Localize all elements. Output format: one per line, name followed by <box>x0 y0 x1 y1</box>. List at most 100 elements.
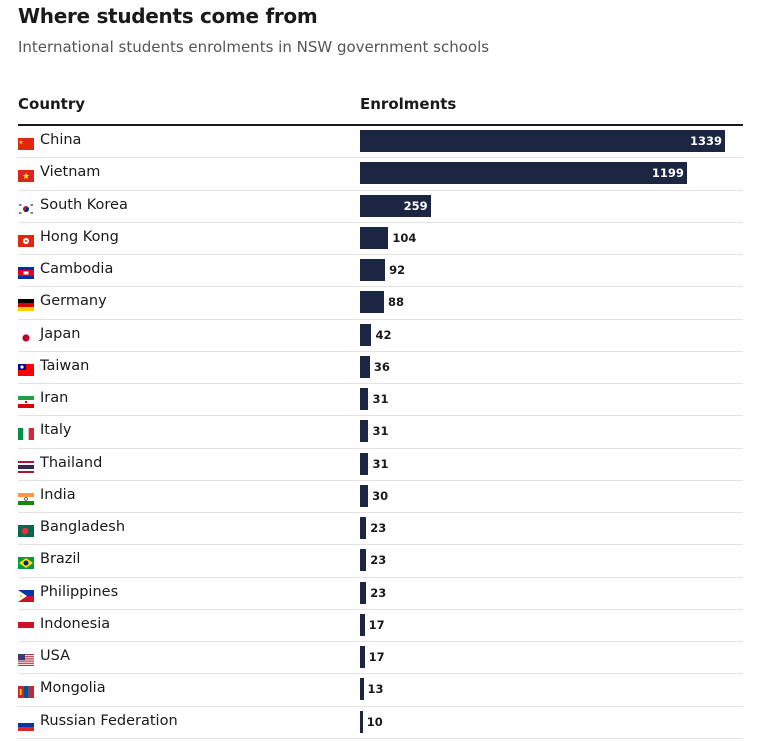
country-label: Italy <box>40 422 72 439</box>
table-row: Italy 31 <box>18 416 743 449</box>
table-row: China 1339 <box>18 126 743 159</box>
value-label: 13 <box>367 682 384 697</box>
value-label: 36 <box>373 359 390 374</box>
bangladesh-flag-icon <box>18 522 34 537</box>
usa-flag-icon <box>18 651 34 666</box>
value-label: 31 <box>372 424 389 439</box>
philippines-flag-icon <box>18 587 34 602</box>
thailand-flag-icon <box>18 458 34 473</box>
bar <box>360 355 370 378</box>
value-label: 17 <box>368 650 385 664</box>
table-row: South Korea 259 <box>18 191 743 223</box>
country-label: Germany <box>40 293 107 310</box>
taiwan-flag-icon <box>18 361 34 376</box>
japan-flag-icon <box>18 329 34 344</box>
header-divider <box>18 124 743 126</box>
table-row: Japan 42 <box>18 320 743 352</box>
value-label: 259 <box>403 198 428 213</box>
column-header-country: Country <box>18 95 86 113</box>
bar <box>360 581 367 604</box>
value-label: 23 <box>370 585 387 600</box>
table-row: India 30 <box>18 481 743 513</box>
table-row: Hong Kong 104 <box>18 223 743 255</box>
chart-subtitle: International students enrolments in NSW… <box>18 38 490 56</box>
bar <box>360 259 386 281</box>
table-row: USA 17 <box>18 642 743 675</box>
table-row: Iran 31 <box>18 384 743 417</box>
country-label: India <box>40 486 76 503</box>
value-label: 31 <box>372 456 389 471</box>
chart-rows: China 1339 Vietnam 1199 South Korea 259 Hong K… <box>18 126 743 739</box>
country-label: South Korea <box>40 196 128 213</box>
country-label: Philippines <box>40 583 119 600</box>
indonesia-flag-icon <box>18 619 34 634</box>
bar <box>360 226 389 249</box>
table-row: Brazil 23 <box>18 545 743 578</box>
value-label: 23 <box>370 521 387 535</box>
country-label: Hong Kong <box>40 228 119 245</box>
chart-title: Where students come from <box>18 4 318 28</box>
bar <box>360 323 372 346</box>
country-label: Japan <box>40 325 81 342</box>
table-row: Vietnam 1199 <box>18 158 743 191</box>
table-row: Russian Federation 10 <box>18 707 743 739</box>
south-korea-flag-icon <box>18 200 34 215</box>
value-label: 42 <box>375 327 392 342</box>
value-label: 10 <box>366 714 383 729</box>
country-label: China <box>40 132 82 148</box>
cambodia-flag-icon <box>18 264 34 279</box>
country-label: Vietnam <box>40 164 101 181</box>
italy-flag-icon <box>18 425 34 441</box>
value-label: 31 <box>372 392 389 406</box>
bar <box>360 549 367 572</box>
column-header-enrolments: Enrolments <box>360 95 457 113</box>
value-label: 23 <box>370 553 387 568</box>
table-row: Mongolia 13 <box>18 674 743 707</box>
country-label: Taiwan <box>40 357 90 374</box>
country-label: Brazil <box>40 551 81 568</box>
value-label: 104 <box>392 230 417 245</box>
russia-flag-icon <box>18 716 34 731</box>
country-label: USA <box>40 648 71 664</box>
india-flag-icon <box>18 490 34 505</box>
country-label: Mongolia <box>40 680 106 697</box>
bar <box>360 710 363 733</box>
bar <box>360 452 369 475</box>
table-row: Taiwan 36 <box>18 352 743 384</box>
table-row: Bangladesh 23 <box>18 513 743 546</box>
hong-kong-flag-icon <box>18 232 34 247</box>
bar <box>360 291 384 314</box>
value-label: 17 <box>368 617 385 632</box>
iran-flag-icon <box>18 393 34 408</box>
bar <box>360 646 365 668</box>
country-label: Cambodia <box>40 261 114 277</box>
china-flag-icon <box>18 135 34 150</box>
bar <box>360 162 687 185</box>
table-row: Germany 88 <box>18 287 743 320</box>
bar <box>360 517 367 539</box>
table-row: Cambodia 92 <box>18 255 743 288</box>
country-label: Russian Federation <box>40 712 178 729</box>
country-label: Bangladesh <box>40 519 126 535</box>
value-label: 30 <box>372 488 389 503</box>
country-label: Thailand <box>40 454 103 471</box>
value-label: 1199 <box>651 166 684 181</box>
bar <box>360 613 365 636</box>
vietnam-flag-icon <box>18 167 34 183</box>
value-label: 92 <box>389 263 406 277</box>
table-row: Indonesia 17 <box>18 610 743 642</box>
table-row: Philippines 23 <box>18 578 743 610</box>
germany-flag-icon <box>18 296 34 312</box>
bar <box>360 420 369 443</box>
bar <box>360 194 431 217</box>
bar <box>360 130 725 152</box>
bar <box>360 388 369 410</box>
value-label: 88 <box>387 295 404 310</box>
mongolia-flag-icon <box>18 683 34 699</box>
table-row: Thailand 31 <box>18 449 743 481</box>
bar <box>360 678 364 701</box>
brazil-flag-icon <box>18 554 34 570</box>
country-label: Iran <box>40 390 69 406</box>
country-label: Indonesia <box>40 615 111 632</box>
bar <box>360 484 369 507</box>
